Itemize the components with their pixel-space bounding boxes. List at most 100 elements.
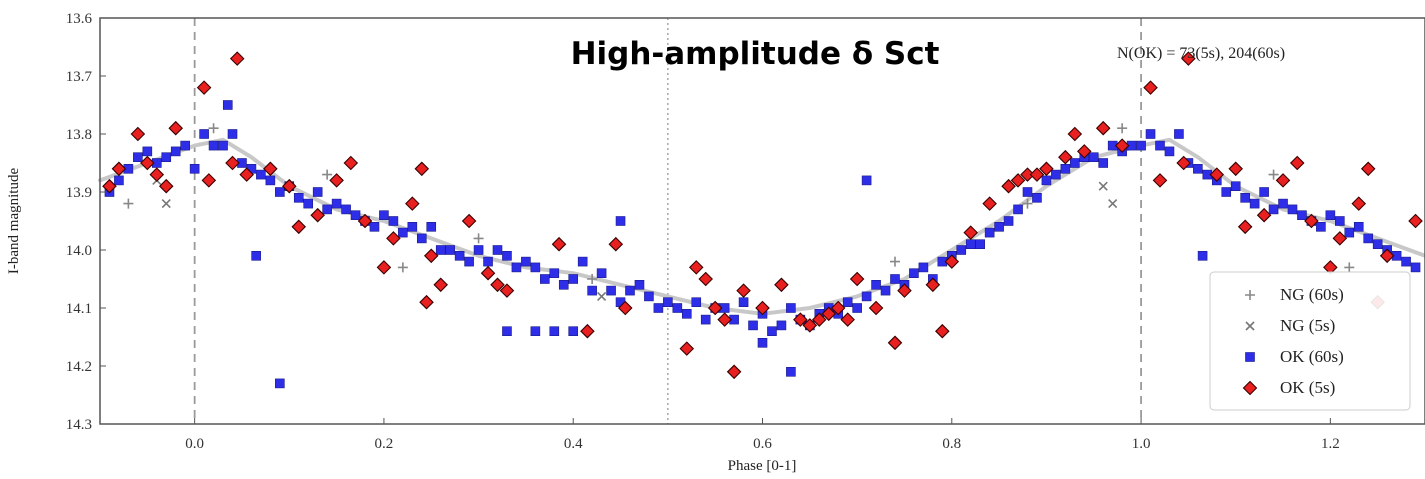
point-ok-60s bbox=[1136, 140, 1146, 151]
point-ok-5s bbox=[580, 323, 595, 339]
point-ok-5s bbox=[329, 173, 344, 188]
point-ok-60s bbox=[880, 285, 891, 296]
point-ok-60s bbox=[483, 256, 493, 267]
point-ok-60s bbox=[227, 129, 238, 139]
point-ok-60s bbox=[871, 279, 881, 290]
point-ok-60s bbox=[890, 274, 900, 284]
point-ok-60s bbox=[1060, 164, 1071, 174]
point-ok-60s bbox=[511, 262, 522, 273]
legend-label-ng60: NG (60s) bbox=[1280, 285, 1344, 304]
point-ok-5s bbox=[1351, 196, 1367, 211]
point-ok-5s bbox=[1010, 173, 1026, 188]
point-ok-60s bbox=[521, 256, 531, 267]
point-ok-5s bbox=[414, 161, 430, 177]
point-ok-60s bbox=[615, 216, 626, 226]
point-ok-5s bbox=[679, 341, 695, 356]
x-tick-label: 0.8 bbox=[942, 436, 961, 452]
point-ok-60s bbox=[558, 279, 569, 290]
legend-box bbox=[1209, 271, 1411, 411]
point-ok-60s bbox=[540, 274, 550, 284]
point-ok-60s bbox=[549, 326, 560, 337]
point-ok-60s bbox=[416, 233, 427, 244]
point-ok-60s bbox=[738, 297, 749, 308]
point-ok-60s bbox=[256, 169, 266, 180]
point-ok-60s bbox=[341, 204, 351, 215]
point-ok-5s bbox=[461, 213, 477, 229]
point-ok-5s bbox=[433, 277, 448, 293]
point-ok-60s bbox=[464, 256, 474, 267]
point-ok-60s bbox=[331, 198, 342, 209]
point-ok-60s bbox=[1032, 193, 1042, 203]
point-ok-5s bbox=[111, 161, 127, 177]
point-ok-5s bbox=[480, 265, 496, 281]
point-ok-5s bbox=[1001, 178, 1016, 194]
point-ok-60s bbox=[625, 285, 635, 296]
point-ok-5s bbox=[1275, 173, 1291, 188]
point-ok-60s bbox=[1363, 233, 1374, 244]
point-ok-60s bbox=[1259, 187, 1269, 197]
point-ng-60s bbox=[322, 169, 333, 180]
point-ok-5s bbox=[868, 300, 884, 316]
point-ok-60s bbox=[956, 245, 967, 255]
point-ok-5s bbox=[849, 271, 865, 287]
x-tick-label: 0.0 bbox=[185, 436, 204, 452]
count-annotation: N(OK) = 73(5s), 204(60s) bbox=[1117, 45, 1285, 62]
point-ok-5s bbox=[357, 213, 373, 229]
point-ok-5s bbox=[698, 271, 713, 287]
point-ok-60s bbox=[1174, 129, 1184, 139]
point-ok-60s bbox=[189, 164, 200, 174]
point-ok-5s bbox=[158, 178, 174, 194]
point-ok-60s bbox=[180, 140, 190, 151]
point-ng-60s bbox=[397, 262, 408, 273]
point-ok-60s bbox=[1197, 251, 1208, 261]
point-ok-60s bbox=[1372, 239, 1383, 249]
point-ok-5s bbox=[1360, 161, 1376, 177]
point-ok-60s bbox=[1268, 204, 1279, 215]
point-ok-5s bbox=[840, 312, 855, 327]
point-ok-60s bbox=[407, 222, 418, 232]
point-ok-60s bbox=[379, 210, 389, 220]
point-ok-60s bbox=[1070, 158, 1080, 168]
point-ok-5s bbox=[225, 155, 240, 171]
point-ok-5s bbox=[1228, 161, 1243, 177]
point-ok-5s bbox=[1095, 120, 1111, 136]
point-ok-60s bbox=[114, 175, 124, 186]
point-ok-60s bbox=[994, 222, 1004, 232]
point-ok-5s bbox=[707, 300, 723, 316]
point-ng-60s bbox=[1268, 169, 1279, 180]
point-ok-5s bbox=[963, 225, 978, 240]
point-ok-60s bbox=[577, 256, 588, 267]
point-ok-60s bbox=[293, 193, 304, 203]
point-ok-5s bbox=[1067, 126, 1083, 142]
point-ok-60s bbox=[1221, 187, 1232, 197]
point-ok-60s bbox=[767, 326, 777, 337]
point-ok-60s bbox=[222, 100, 233, 110]
point-ok-60s bbox=[1249, 198, 1260, 209]
legend: NG (60s) NG (5s) OK (60s) OK (5s) bbox=[1209, 271, 1411, 411]
point-ok-5s bbox=[793, 312, 808, 327]
point-ok-5s bbox=[282, 178, 297, 194]
point-ok-5s bbox=[1020, 167, 1035, 182]
point-ok-5s bbox=[376, 260, 392, 275]
point-ok-60s bbox=[251, 251, 261, 261]
point-ok-5s bbox=[688, 260, 704, 275]
point-ok-5s bbox=[802, 318, 818, 333]
point-ok-5s bbox=[617, 300, 633, 316]
x-tick-label: 0.4 bbox=[564, 436, 583, 452]
y-tick-label: 14.1 bbox=[66, 301, 92, 317]
point-ok-5s bbox=[821, 306, 837, 322]
point-ok-60s bbox=[435, 245, 446, 255]
point-ok-5s bbox=[168, 120, 183, 136]
point-ok-60s bbox=[634, 279, 645, 290]
point-ok-5s bbox=[830, 300, 846, 316]
point-ok-5s bbox=[736, 283, 751, 298]
point-ng-60s bbox=[208, 123, 219, 134]
reference-lines-layer bbox=[193, 18, 1142, 424]
point-ng-60s bbox=[1344, 262, 1355, 273]
point-ok-5s bbox=[1256, 207, 1272, 223]
point-ok-5s bbox=[1039, 161, 1054, 177]
point-ok-60s bbox=[842, 297, 853, 308]
point-ok-5s bbox=[1143, 80, 1158, 95]
point-ok-5s bbox=[291, 219, 307, 235]
point-ok-60s bbox=[748, 320, 758, 331]
